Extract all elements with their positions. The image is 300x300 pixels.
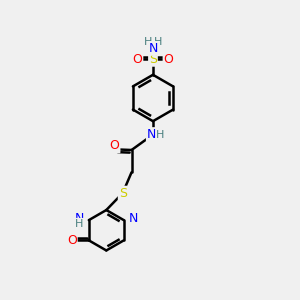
Text: O: O [67,234,77,247]
Text: S: S [119,187,127,200]
Text: N: N [147,128,156,141]
Text: O: O [164,53,173,66]
Text: N: N [75,212,84,225]
Text: S: S [149,53,157,66]
Text: H: H [154,38,163,47]
Text: H: H [75,219,83,229]
Text: O: O [110,139,120,152]
Text: H: H [156,130,165,140]
Text: O: O [133,53,142,66]
Text: N: N [128,212,138,225]
Text: N: N [148,42,158,55]
Text: H: H [143,38,152,47]
